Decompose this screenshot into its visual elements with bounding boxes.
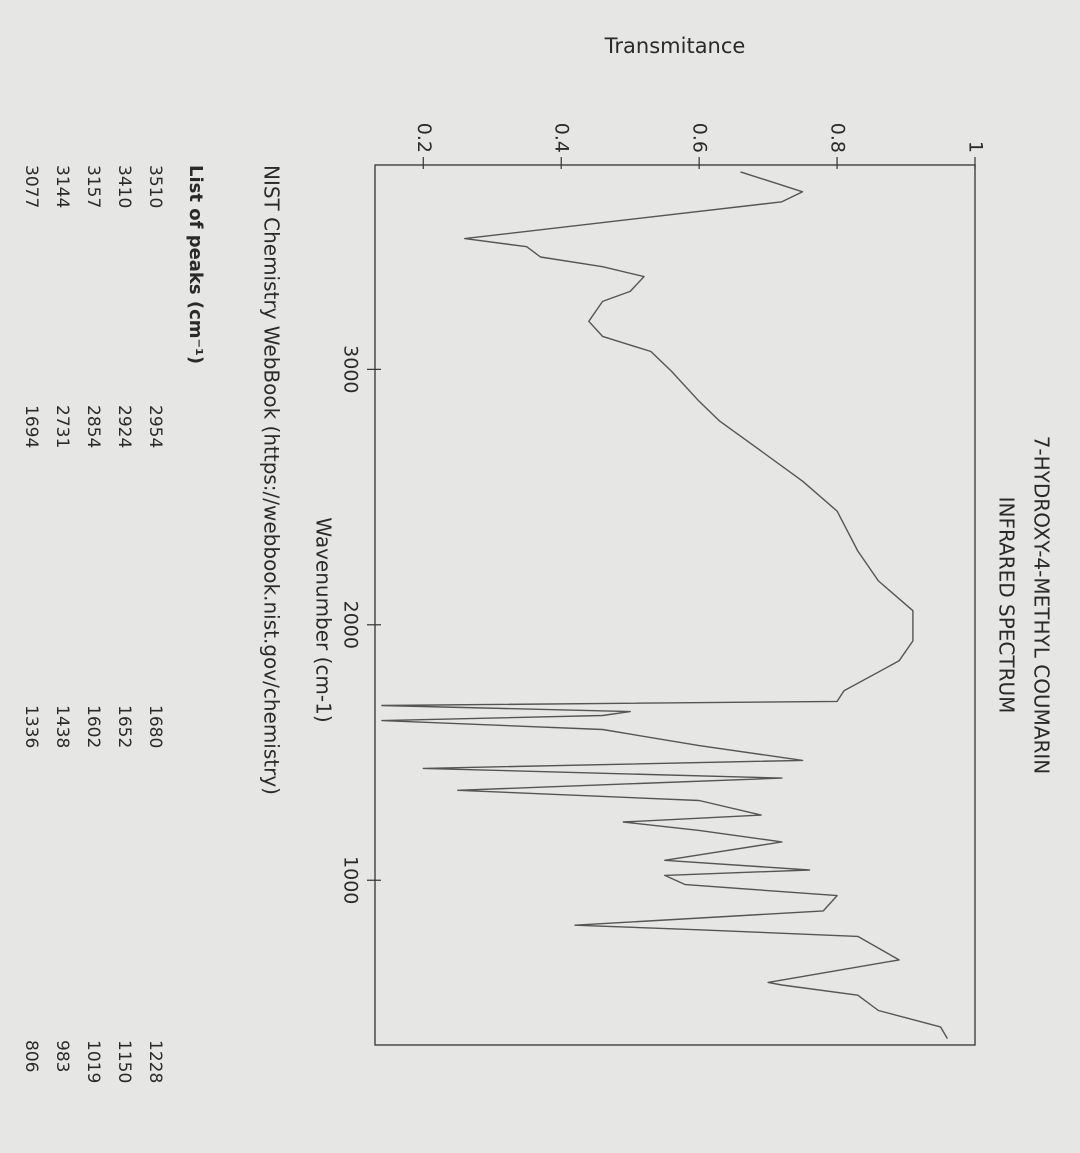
peak-value: 1694 — [21, 405, 41, 448]
peak-value: 2854 — [83, 405, 103, 448]
plot-frame — [374, 164, 976, 1046]
source: NIST Chemistry WebBook (https://webbook.… — [260, 165, 284, 795]
peak-value: 3510 — [145, 165, 165, 208]
y-tick-label: 0.4 — [551, 123, 573, 153]
peak-value: 3410 — [114, 165, 134, 208]
x-axis-label: Wavenumber (cm-1) — [312, 517, 336, 722]
x-tick-label: 1000 — [340, 856, 362, 904]
peak-value: 2731 — [52, 405, 72, 448]
y-tick-label: 1 — [965, 141, 987, 153]
peak-value: 806 — [21, 1040, 41, 1072]
x-tick-label: 2000 — [340, 601, 362, 649]
peak-value: 1228 — [145, 1040, 165, 1083]
peak-value: 2924 — [114, 405, 134, 448]
peak-value: 1336 — [21, 705, 41, 748]
y-tick-label: 0.2 — [413, 123, 435, 153]
peak-value: 1150 — [114, 1040, 134, 1083]
peak-value: 3077 — [21, 165, 41, 208]
y-axis-label: Transmitance — [604, 34, 746, 58]
peak-value: 983 — [52, 1040, 72, 1072]
x-tick-label: 3000 — [340, 345, 362, 393]
peak-value: 3144 — [52, 165, 72, 208]
chart-subtitle: INFRARED SPECTRUM — [995, 497, 1019, 714]
peak-value: 1602 — [83, 705, 103, 748]
peak-value: 1019 — [83, 1040, 103, 1083]
peak-value: 1652 — [114, 705, 134, 748]
peak-value: 3157 — [83, 165, 103, 208]
peaks-title: List of peaks (cm⁻¹) — [185, 165, 206, 364]
spectrum-line — [381, 171, 949, 1039]
peak-value: 2954 — [145, 405, 165, 448]
y-tick-label: 0.6 — [689, 123, 711, 153]
y-tick-label: 0.8 — [827, 123, 849, 153]
chart-title: 7-HYDROXY-4-METHYL COUMARIN — [1030, 436, 1054, 775]
peak-value: 1680 — [145, 705, 165, 748]
page-sheet: 7-HYDROXY-4-METHYL COUMARIN INFRARED SPE… — [21, 34, 1054, 1083]
peak-value: 1438 — [52, 705, 72, 748]
